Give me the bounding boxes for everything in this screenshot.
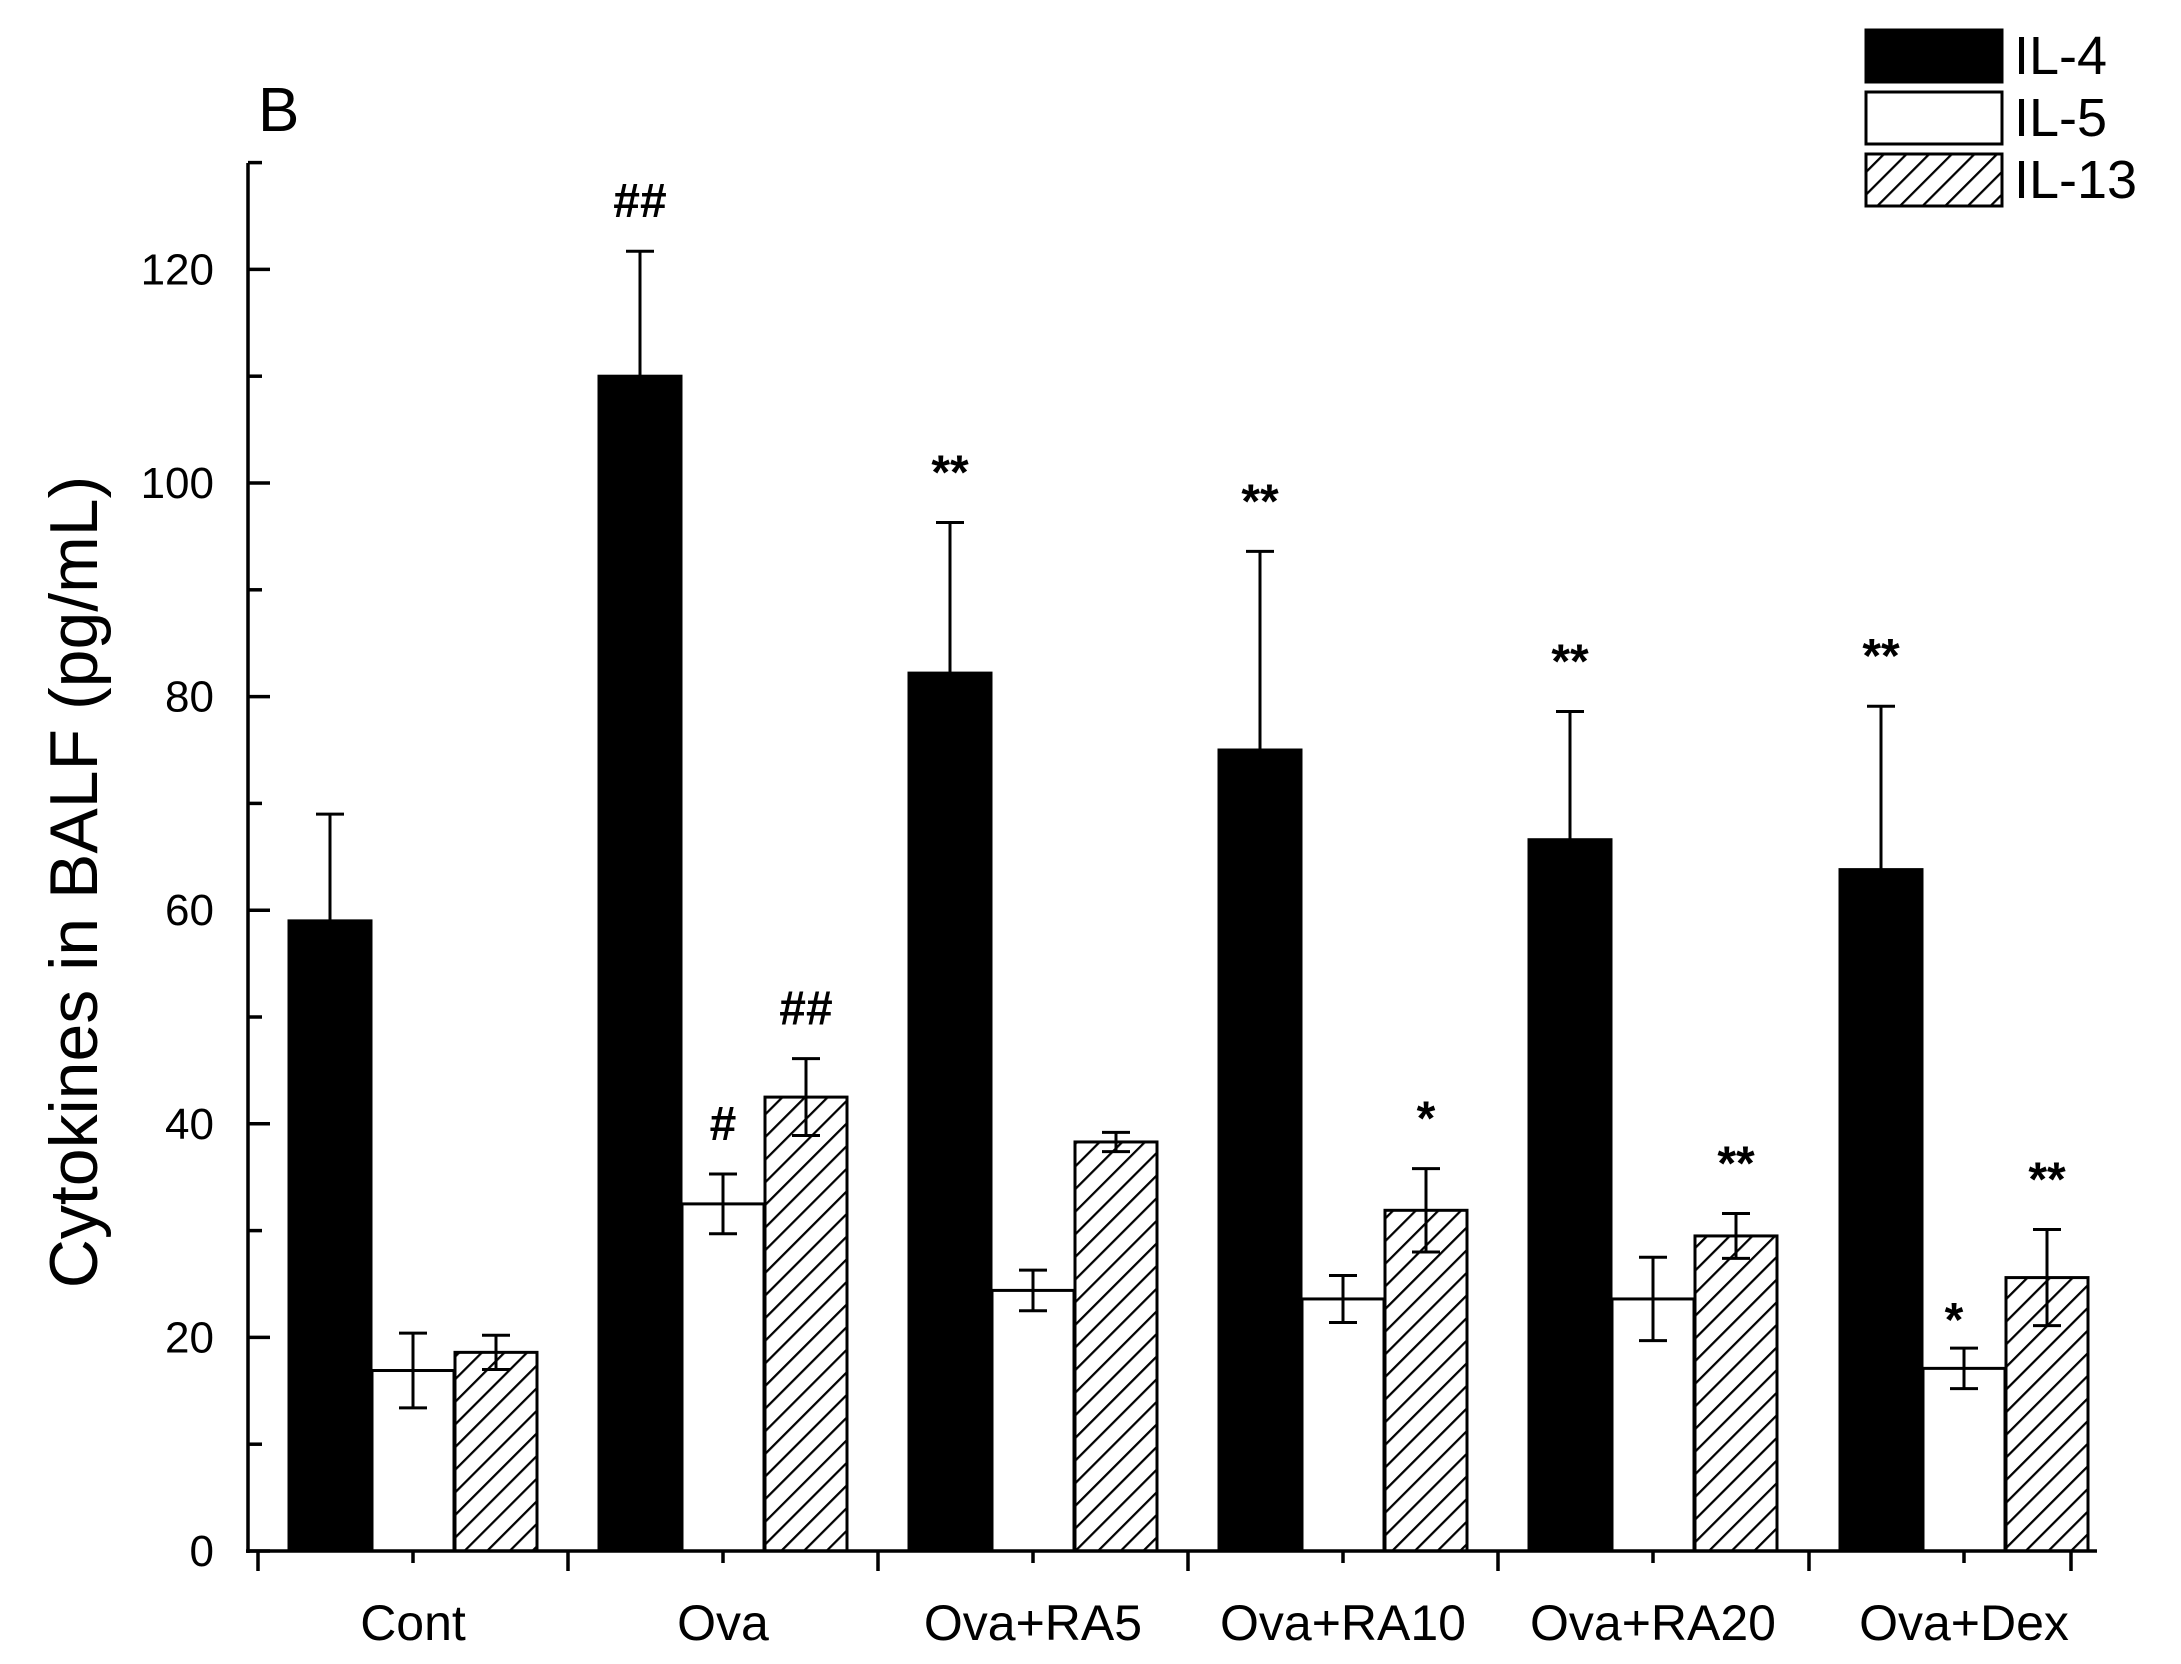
legend-swatch-il-4 [1864, 28, 2004, 84]
category-label-ova-ra20: Ova+RA20 [1530, 1595, 1776, 1651]
bar-il-13-ova-ra10 [1383, 1208, 1469, 1553]
error-bars-group [316, 249, 2061, 1410]
significance-mark: ** [2028, 1154, 2066, 1207]
bar-il-5-ova [680, 1202, 766, 1553]
bar-il-13-ova [763, 1095, 849, 1553]
bar-il-4-ova-ra5 [907, 671, 993, 1553]
legend-label-il-5: IL-5 [2014, 88, 2107, 148]
y-tick-label: 60 [165, 886, 214, 935]
bar-il-4-ova-ra20 [1527, 838, 1613, 1553]
x-axis: Cont Ova Ova+RA5 Ova+RA10 Ova+RA20 Ova+Dex [246, 1549, 2097, 1651]
bars-group [287, 374, 2090, 1553]
legend-swatch-il-5 [1864, 90, 2004, 146]
significance-mark: ** [1241, 475, 1279, 528]
significance-mark: * [1945, 1294, 1964, 1347]
significance-mark: ## [613, 175, 666, 228]
category-label-ova: Ova [677, 1595, 769, 1651]
category-label-ova-ra10: Ova+RA10 [1220, 1595, 1466, 1651]
bar-il-4-cont [287, 919, 373, 1553]
category-label-ova-dex: Ova+Dex [1859, 1595, 2069, 1651]
y-tick-label: 0 [190, 1527, 214, 1576]
legend-label-il-13: IL-13 [2014, 150, 2137, 210]
category-label-cont: Cont [360, 1595, 466, 1651]
y-axis: 0 20 40 60 80 100 120 [141, 160, 270, 1576]
bar-il-4-ova [597, 374, 683, 1553]
legend-label-il-4: IL-4 [2014, 26, 2107, 86]
y-tick-label: 20 [165, 1313, 214, 1362]
y-tick-label: 80 [165, 673, 214, 722]
y-tick-label: 40 [165, 1100, 214, 1149]
significance-mark: # [710, 1098, 737, 1151]
significance-mark: ## [779, 983, 832, 1036]
bar-il-13-ova-ra20 [1693, 1234, 1779, 1553]
bar-il-4-ova-ra10 [1217, 748, 1303, 1553]
significance-mark: ** [931, 447, 969, 500]
y-tick-label: 100 [141, 459, 214, 508]
category-label-ova-ra5: Ova+RA5 [924, 1595, 1142, 1651]
significance-mark: ** [1551, 636, 1589, 689]
legend-swatch-il-13 [1864, 152, 2004, 208]
bar-il-4-ova-dex [1838, 868, 1924, 1553]
legend: IL-4IL-5IL-13 [1864, 26, 2137, 210]
significance-mark: ** [1717, 1138, 1755, 1191]
significance-mark: * [1417, 1093, 1436, 1146]
bar-il-5-ova-ra10 [1300, 1297, 1386, 1553]
bar-il-5-ova-ra5 [990, 1288, 1076, 1553]
bar-il-13-ova-ra5 [1073, 1140, 1159, 1553]
bar-il-13-cont [453, 1350, 539, 1553]
significance-mark: ** [1862, 630, 1900, 683]
significance-marks-group: ##****** **#*##*** ** [613, 175, 2066, 1347]
panel-label: B [258, 76, 299, 145]
y-axis-title: Cytokines in BALF (pg/mL) [36, 476, 112, 1289]
y-tick-label: 120 [141, 245, 214, 294]
bar-il-5-ova-dex [1921, 1366, 2007, 1553]
